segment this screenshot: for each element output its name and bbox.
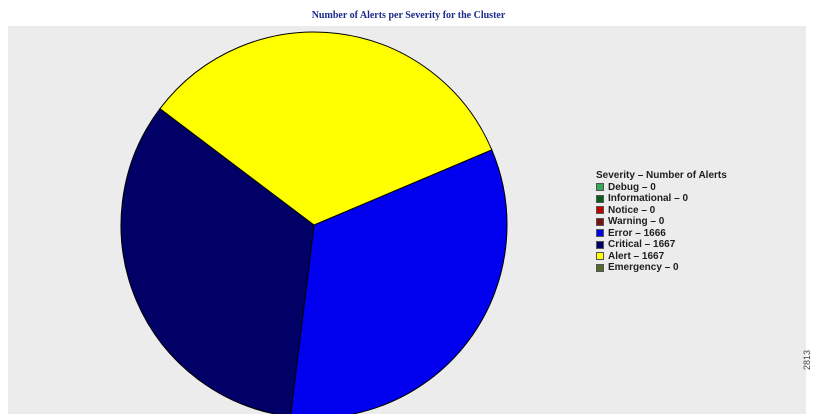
legend-swatch (596, 229, 604, 238)
legend-label: Error – 1666 (608, 227, 666, 239)
legend-swatch (596, 194, 604, 203)
legend-item-emergency: Emergency – 0 (596, 262, 727, 274)
legend-item-alert: Alert – 1667 (596, 251, 727, 263)
legend-item-critical: Critical – 1667 (596, 239, 727, 251)
legend-title: Severity – Number of Alerts (596, 170, 727, 181)
legend-swatch (596, 217, 604, 226)
legend-label: Informational – 0 (608, 193, 689, 204)
legend-label: Critical – 1667 (608, 239, 676, 250)
pie-chart (120, 31, 508, 414)
legend-swatch (596, 183, 604, 192)
legend-swatch (596, 252, 604, 261)
legend-label: Warning – 0 (608, 216, 665, 227)
legend-item-notice: Notice – 0 (596, 205, 727, 217)
legend-swatch (596, 263, 604, 272)
legend-label: Alert – 1667 (608, 250, 665, 262)
legend-label: Notice – 0 (608, 204, 656, 216)
pie-slice-error (290, 149, 508, 414)
legend-item-debug: Debug – 0 (596, 182, 727, 194)
legend-item-warning: Warning – 0 (596, 216, 727, 228)
pie-slice-alert (159, 31, 493, 226)
legend: Severity – Number of Alerts Debug – 0 Inf… (596, 170, 727, 274)
legend-swatch (596, 206, 604, 215)
legend-label: Debug – 0 (608, 181, 656, 193)
chart-title: Number of Alerts per Severity for the Cl… (311, 10, 506, 21)
pie-slice-critical (120, 107, 315, 414)
legend-item-informational: Informational – 0 (596, 193, 727, 205)
legend-label: Emergency – 0 (608, 262, 679, 273)
figure-id: 2813 (802, 349, 812, 370)
legend-swatch (596, 240, 604, 249)
legend-item-error: Error – 1666 (596, 228, 727, 240)
